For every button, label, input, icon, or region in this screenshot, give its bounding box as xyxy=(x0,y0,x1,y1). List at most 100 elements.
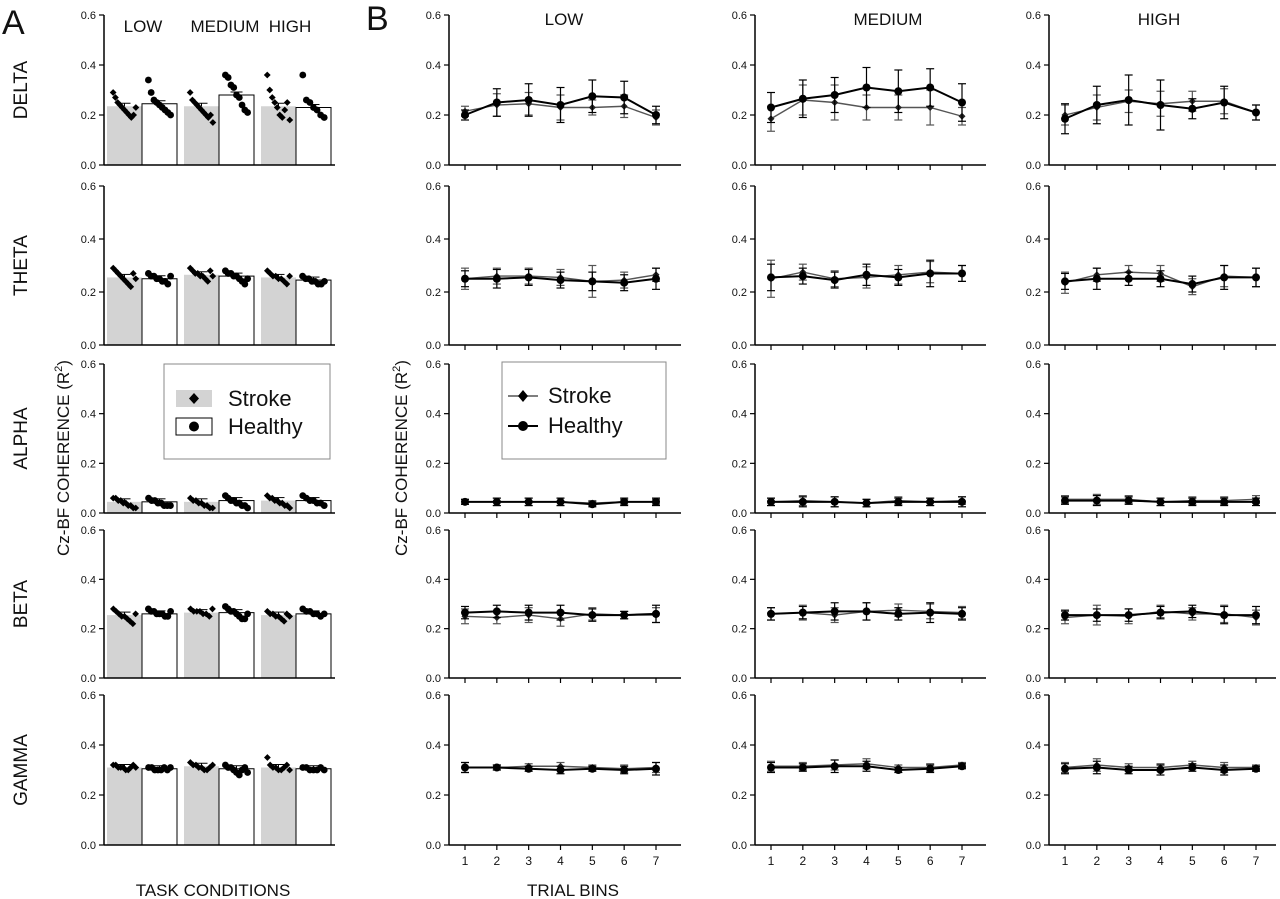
a-gamma-point-healthy xyxy=(244,769,252,776)
b-delta-medium-point-healthy xyxy=(894,87,903,96)
b-alpha-high-point-healthy xyxy=(1188,497,1197,506)
panel-a-xlabel: TASK CONDITIONS xyxy=(136,881,291,899)
band-labels: DELTA THETA ALPHA BETA GAMMA xyxy=(11,60,32,805)
b-gamma-high-point-healthy xyxy=(1220,766,1229,774)
b-alpha-low-y-tick-label: 0.0 xyxy=(426,508,441,520)
panel-a-ylabel: Cz-BF COHERENCE (R2) xyxy=(53,360,73,556)
b-gamma-medium-point-healthy xyxy=(798,763,807,772)
b-gamma-high-point-healthy xyxy=(1156,766,1165,774)
b-delta-high-point-healthy xyxy=(1188,104,1197,113)
a-gamma-point-stroke xyxy=(286,766,294,774)
a-delta-point-stroke xyxy=(132,104,140,111)
b-beta-high-point-healthy xyxy=(1220,611,1229,620)
b-alpha-medium-y-tick-label: 0.6 xyxy=(732,359,747,371)
b-beta-high-point-healthy xyxy=(1124,611,1133,620)
b-alpha-low-point-healthy xyxy=(588,500,597,509)
b-beta-medium-point-healthy xyxy=(926,608,935,617)
b-beta-low-y-tick-label: 0.6 xyxy=(426,525,441,537)
b-delta-high-y-tick-label: 0.0 xyxy=(1026,160,1041,172)
b-gamma-high-point-healthy xyxy=(1092,763,1101,772)
b-alpha-high-point-healthy xyxy=(1061,496,1069,505)
b-delta-medium-y-tick-label: 0.2 xyxy=(732,110,747,122)
b-beta-medium-point-healthy xyxy=(767,609,775,618)
b-delta-high-y-tick-label: 0.2 xyxy=(1026,110,1041,122)
a-alpha-y-tick-label: 0.6 xyxy=(81,359,96,371)
a-theta-point-stroke xyxy=(129,270,137,277)
legend-a-stroke-marker xyxy=(189,393,199,404)
b-theta-high-y-tick-label: 0.0 xyxy=(1026,340,1041,352)
a-delta-point-stroke xyxy=(273,104,281,111)
b-gamma-high-y-tick-label: 0.0 xyxy=(1026,840,1041,852)
a-beta-bar-healthy-low xyxy=(141,613,178,679)
condition-labels-b: LOW MEDIUM HIGH xyxy=(545,10,1181,29)
a-delta-point-healthy xyxy=(313,106,321,114)
a-delta-point-stroke xyxy=(189,96,196,104)
a-gamma-bar-healthy-high xyxy=(295,768,332,846)
b-gamma-low-x-tick-label: 3 xyxy=(525,854,532,868)
a-beta-point-stroke xyxy=(286,612,294,620)
a-alpha-bar-stroke-medium xyxy=(184,501,219,513)
a-gamma-y-tick-label: 0.2 xyxy=(81,790,96,802)
a-delta-point-healthy xyxy=(235,94,243,101)
a-delta-point-healthy xyxy=(320,114,328,121)
panel-b-delta-medium: 0.0 0.2 0.4 0.6 xyxy=(732,10,986,172)
b-alpha-medium-point-healthy xyxy=(894,497,903,506)
b-beta-high-point-healthy xyxy=(1188,607,1197,616)
b-gamma-medium-x-tick-label: 7 xyxy=(959,854,966,868)
b-delta-high-point-healthy xyxy=(1092,101,1101,109)
b-theta-low-point-healthy xyxy=(461,274,469,283)
b-gamma-medium-y-tick-label: 0.4 xyxy=(732,740,747,752)
b-gamma-medium-x-tick-label: 3 xyxy=(831,854,838,868)
panel-b-delta-low: 0.0 0.2 0.4 0.6 xyxy=(426,10,681,172)
panel-b-gamma-low: 0.0 0.2 0.4 0.6 1 2 3 4 5 6 7 xyxy=(426,690,681,868)
b-gamma-low-x-tick-label: 4 xyxy=(557,854,564,868)
b-beta-medium-y-tick-label: 0.0 xyxy=(732,673,747,685)
b-gamma-medium-point-healthy xyxy=(862,762,871,771)
panel-b-theta-low: 0.0 0.2 0.4 0.6 xyxy=(426,181,681,352)
a-gamma-point-stroke xyxy=(132,764,140,771)
a-gamma-y-tick-label: 0.6 xyxy=(81,690,96,702)
a-theta-point-stroke xyxy=(206,267,214,275)
condition-labels-a: LOW MEDIUM HIGH xyxy=(124,17,312,36)
b-gamma-medium-y-tick-label: 0.6 xyxy=(732,690,747,702)
b-theta-high-point-healthy xyxy=(1188,280,1197,289)
b-gamma-low-point-healthy xyxy=(652,764,660,773)
b-beta-low-point-healthy xyxy=(461,608,469,617)
b-delta-medium-point-healthy xyxy=(830,91,839,99)
b-gamma-low-y-tick-label: 0.2 xyxy=(426,790,441,802)
b-beta-low-y-tick-label: 0.2 xyxy=(426,624,441,636)
a-theta-point-stroke xyxy=(119,275,127,283)
a-delta-y-tick-label: 0.6 xyxy=(81,10,96,22)
b-alpha-low-point-healthy xyxy=(556,497,565,506)
a-beta-point-healthy xyxy=(167,608,175,615)
b-delta-medium-y-tick-label: 0.4 xyxy=(732,60,747,72)
a-theta-bar-healthy-high xyxy=(295,279,332,346)
panel-b-alpha-medium: 0.0 0.2 0.4 0.6 xyxy=(732,359,986,520)
b-gamma-high-point-healthy xyxy=(1124,766,1133,774)
b-beta-high-point-healthy xyxy=(1156,608,1165,617)
b-gamma-low-point-healthy xyxy=(556,766,565,774)
a-delta-point-stroke xyxy=(286,116,294,124)
a-beta-point-stroke xyxy=(209,605,216,613)
panel-b-beta-low: 0.0 0.2 0.4 0.6 xyxy=(426,525,681,685)
b-gamma-medium-point-healthy xyxy=(894,766,903,774)
b-gamma-high-x-tick-label: 1 xyxy=(1062,854,1069,868)
b-alpha-low-point-healthy xyxy=(461,497,469,506)
a-delta-point-stroke xyxy=(281,106,289,114)
b-alpha-high-y-tick-label: 0.2 xyxy=(1026,458,1041,470)
b-theta-high-y-tick-label: 0.2 xyxy=(1026,287,1041,299)
panel-b-ylabel: Cz-BF COHERENCE (R2) xyxy=(391,360,411,556)
b-delta-low-y-tick-label: 0.4 xyxy=(426,60,441,72)
b-theta-medium-point-healthy xyxy=(798,272,807,281)
panel-b-ylabel-prefix: Cz-BF COHERENCE (R xyxy=(392,372,411,556)
a-delta-point-stroke xyxy=(207,111,214,119)
b-alpha-high-point-healthy xyxy=(1156,497,1165,506)
b-delta-medium-point-healthy xyxy=(958,98,966,107)
a-theta-bar-stroke-medium xyxy=(184,274,219,345)
b-theta-medium-point-healthy xyxy=(894,273,903,282)
a-delta-point-stroke xyxy=(204,114,212,121)
b-beta-medium-y-tick-label: 0.2 xyxy=(732,624,747,636)
a-beta-point-stroke xyxy=(205,612,213,620)
b-delta-high-point-healthy xyxy=(1061,114,1069,123)
